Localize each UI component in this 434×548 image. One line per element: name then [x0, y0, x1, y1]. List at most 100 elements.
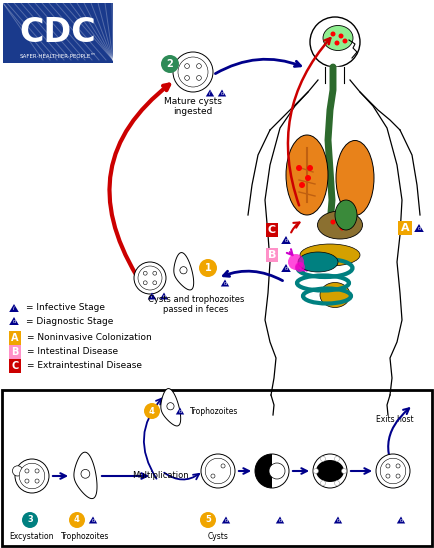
Text: A: A: [11, 333, 19, 343]
Text: Cysts: Cysts: [207, 532, 228, 541]
Circle shape: [143, 271, 147, 275]
Circle shape: [19, 463, 45, 489]
Polygon shape: [74, 452, 97, 499]
Ellipse shape: [285, 135, 327, 215]
Circle shape: [13, 466, 23, 476]
Circle shape: [198, 259, 217, 277]
Text: Trophozoites: Trophozoites: [61, 532, 109, 541]
Circle shape: [35, 479, 39, 483]
Circle shape: [22, 512, 38, 528]
Text: = Extraintestinal Disease: = Extraintestinal Disease: [27, 362, 141, 370]
Polygon shape: [217, 89, 226, 96]
Text: C: C: [11, 361, 19, 371]
Text: Excystation: Excystation: [10, 532, 54, 541]
Text: = Infective Stage: = Infective Stage: [26, 304, 105, 312]
Circle shape: [334, 456, 339, 461]
Text: i: i: [13, 306, 15, 311]
Circle shape: [138, 266, 161, 290]
Text: d: d: [398, 518, 401, 523]
Text: 3: 3: [27, 516, 33, 524]
Polygon shape: [148, 293, 156, 300]
Polygon shape: [254, 454, 271, 488]
Polygon shape: [205, 89, 214, 96]
Circle shape: [167, 403, 174, 410]
Text: 4: 4: [74, 516, 80, 524]
Circle shape: [306, 165, 312, 171]
Circle shape: [268, 463, 284, 479]
Circle shape: [178, 57, 207, 87]
Polygon shape: [275, 517, 283, 523]
Ellipse shape: [317, 211, 362, 239]
Text: Trophozoites: Trophozoites: [190, 407, 238, 415]
Ellipse shape: [297, 252, 337, 272]
Text: d: d: [223, 281, 226, 286]
Circle shape: [25, 479, 29, 483]
Text: Cysts and trophozoites
passed in feces: Cysts and trophozoites passed in feces: [148, 295, 243, 315]
Polygon shape: [174, 253, 193, 290]
Text: Exits host: Exits host: [375, 415, 413, 424]
Text: 2: 2: [166, 59, 173, 69]
Circle shape: [25, 469, 29, 473]
Circle shape: [196, 76, 201, 81]
Circle shape: [35, 469, 39, 473]
Text: d: d: [224, 518, 227, 523]
Text: = Noninvasive Colonization: = Noninvasive Colonization: [27, 334, 151, 342]
FancyBboxPatch shape: [2, 390, 431, 546]
Circle shape: [395, 464, 399, 468]
Circle shape: [134, 262, 166, 294]
Circle shape: [161, 55, 178, 73]
Circle shape: [144, 403, 160, 419]
Text: = Intestinal Disease: = Intestinal Disease: [27, 347, 118, 357]
Circle shape: [339, 225, 344, 231]
Text: B: B: [11, 347, 19, 357]
Text: d: d: [220, 91, 223, 96]
Circle shape: [205, 458, 230, 484]
Text: Multiplication: Multiplication: [132, 471, 188, 481]
Text: d: d: [278, 518, 281, 523]
Circle shape: [385, 464, 389, 468]
Circle shape: [334, 41, 339, 45]
Circle shape: [379, 458, 405, 484]
Circle shape: [294, 262, 304, 272]
Polygon shape: [161, 389, 180, 426]
Circle shape: [254, 454, 288, 488]
Circle shape: [81, 470, 89, 478]
Polygon shape: [175, 408, 184, 414]
Polygon shape: [9, 304, 19, 312]
Ellipse shape: [334, 200, 356, 230]
Circle shape: [143, 281, 147, 284]
Text: d: d: [178, 409, 181, 414]
Circle shape: [287, 254, 303, 270]
Text: B: B: [267, 250, 276, 260]
Circle shape: [69, 512, 85, 528]
Circle shape: [200, 512, 216, 528]
Circle shape: [385, 474, 389, 478]
Circle shape: [196, 64, 201, 68]
Circle shape: [152, 281, 156, 284]
Text: i: i: [209, 91, 210, 96]
Circle shape: [201, 454, 234, 488]
Circle shape: [173, 52, 213, 92]
Circle shape: [184, 64, 189, 68]
Text: 1: 1: [204, 263, 211, 273]
Ellipse shape: [322, 26, 352, 50]
Circle shape: [341, 469, 346, 473]
Circle shape: [309, 17, 359, 67]
Ellipse shape: [299, 244, 359, 266]
Text: i: i: [151, 294, 152, 299]
Text: d: d: [284, 238, 287, 243]
Text: CDC: CDC: [20, 16, 96, 49]
Polygon shape: [413, 224, 423, 232]
Circle shape: [346, 218, 351, 222]
Text: A: A: [400, 223, 408, 233]
Polygon shape: [396, 517, 404, 523]
Circle shape: [334, 481, 339, 486]
Polygon shape: [9, 317, 19, 325]
Circle shape: [395, 474, 399, 478]
Circle shape: [15, 459, 49, 493]
Text: 5: 5: [204, 516, 210, 524]
Text: d: d: [284, 266, 287, 271]
Circle shape: [220, 464, 224, 468]
Circle shape: [179, 267, 187, 274]
Polygon shape: [89, 517, 97, 523]
